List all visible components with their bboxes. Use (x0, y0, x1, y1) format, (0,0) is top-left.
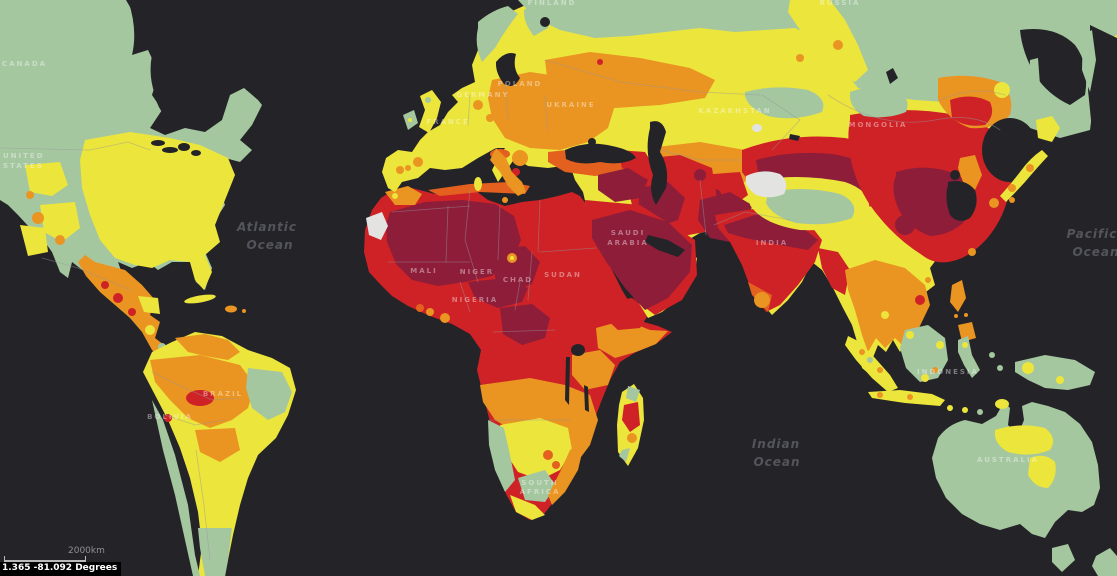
country-label-poland: POLAND (498, 80, 543, 88)
country-label-finland: FINLAND (528, 0, 577, 7)
country-label-mongolia: MONGOLIA (849, 121, 908, 129)
inland-seas (496, 17, 1117, 257)
country-label-united-states-2: STATES (3, 162, 44, 170)
north-america (0, 0, 430, 368)
scale-bar-label: 2000km (68, 546, 105, 556)
ocean-label-indian-2: Ocean (753, 455, 800, 469)
country-label-india: INDIA (756, 239, 788, 247)
country-label-brazil: BRAZIL (203, 390, 243, 398)
eurasia (382, 0, 1117, 378)
country-label-nigeria: NIGERIA (452, 296, 498, 304)
south-america (143, 332, 296, 576)
maritime-southeast-asia (845, 280, 1095, 415)
country-label-niger: NIGER (460, 268, 494, 276)
british-isles (403, 90, 441, 133)
africa (364, 182, 672, 520)
country-label-kazakhstan: KAZAKHSTAN (698, 107, 771, 115)
italy (474, 148, 526, 203)
ocean-label-pacific-1: Pacific (1067, 227, 1117, 241)
ocean-label-atlantic-1: Atlantic (236, 220, 297, 234)
country-label-france: FRANCE (426, 118, 469, 126)
country-label-australia: AUSTRALIA (977, 456, 1039, 464)
coordinate-readout: 1.365 -81.092 Degrees (0, 562, 122, 576)
country-label-sudan: SUDAN (544, 271, 582, 279)
country-label-united-states-1: UNITED (3, 152, 45, 160)
ocean-label-indian-1: Indian (752, 437, 800, 451)
map-labels: CANADA UNITED STATES FINLAND RUSSIA FRAN… (2, 0, 1117, 496)
country-label-indonesia: INDONESIA (917, 368, 979, 376)
country-label-bolivia: BOLIVIA (147, 413, 193, 421)
country-label-saudi-2: ARABIA (607, 239, 649, 247)
ocean-label-pacific-2: Ocean (1072, 245, 1117, 259)
country-label-saudi-1: SAUDI (611, 229, 645, 237)
country-label-south-africa-2: AFRICA (520, 488, 561, 496)
country-label-canada: CANADA (2, 60, 47, 68)
country-label-chad: CHAD (503, 276, 533, 284)
country-label-ukraine: UKRAINE (546, 101, 595, 109)
madagascar (617, 384, 644, 466)
scale-bar: 2000km (4, 545, 105, 563)
australia (932, 399, 1117, 576)
country-label-south-africa-1: SOUTH (521, 479, 558, 487)
ocean-label-atlantic-2: Ocean (246, 238, 293, 252)
scale-bar-line (4, 556, 86, 562)
country-label-germany: GERMANY (456, 91, 509, 99)
country-borders (0, 59, 1006, 561)
country-label-mali: MALI (410, 267, 437, 275)
japan-region (968, 58, 1060, 256)
country-label-russia: RUSSIA (820, 0, 861, 7)
